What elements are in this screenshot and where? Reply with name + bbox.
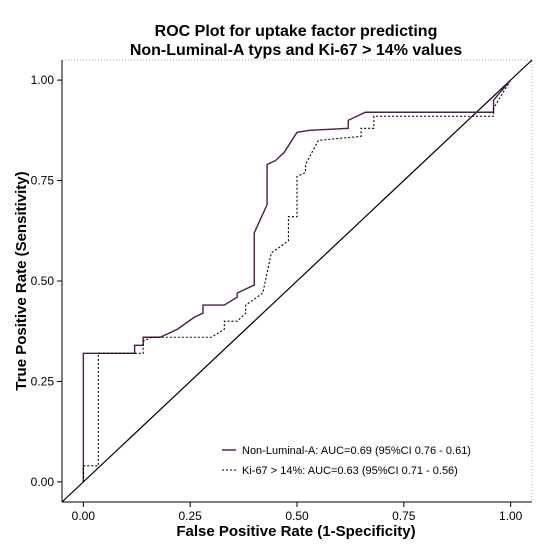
y-tick-label: 0.25 [31,374,55,388]
y-axis-ticks: 0.00 0.25 0.50 0.75 1.00 [31,73,62,489]
chart-subtitle: Non-Luminal-A typs and Ki-67 > 14% value… [130,42,462,59]
chart-title: ROC Plot for uptake factor predicting [155,23,438,40]
x-tick-label: 1.00 [499,509,523,523]
y-tick-label: 0.00 [31,475,55,489]
y-tick-label: 1.00 [31,73,55,87]
x-axis-title: False Positive Rate (1-Specificity) [176,523,415,540]
series-line-2 [82,79,512,482]
series-group [82,79,512,482]
x-tick-label: 0.50 [285,509,309,523]
legend: Non-Luminal-A: AUC=0.69 (95%CI 0.76 - 0.… [222,445,471,477]
reference-diagonal-line [61,59,533,503]
x-tick-label: 0.00 [72,509,96,523]
y-tick-label: 0.50 [31,274,55,288]
x-axis-ticks: 0.00 0.25 0.50 0.75 1.00 [72,502,523,523]
y-axis-title: True Positive Rate (Sensitivity) [13,171,30,390]
x-tick-label: 0.25 [179,509,203,523]
legend-label-2: Ki-67 > 14%: AUC=0.63 (95%CI 0.71 - 0.56… [242,465,458,477]
x-tick-label: 0.75 [392,509,416,523]
y-tick-label: 0.75 [31,174,55,188]
legend-label-1: Non-Luminal-A: AUC=0.69 (95%CI 0.76 - 0.… [242,445,471,457]
